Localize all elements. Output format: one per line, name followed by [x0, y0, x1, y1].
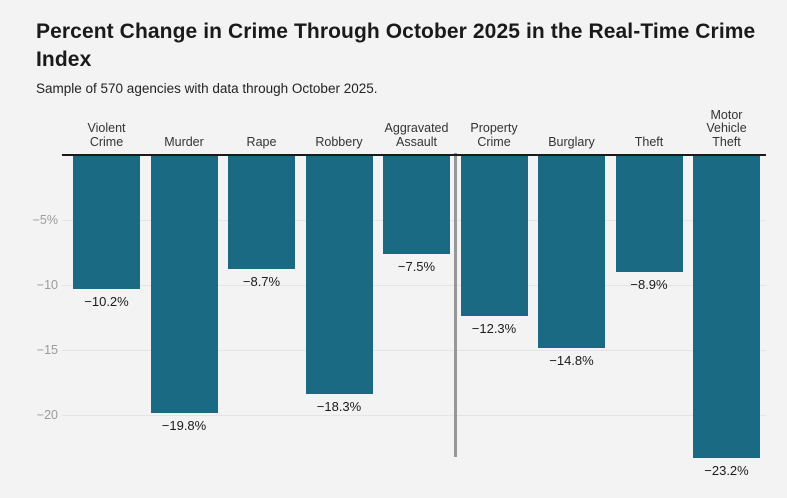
value-label: −7.5%	[397, 258, 436, 274]
crime-group-divider	[453, 153, 457, 457]
category-label-line: Vehicle	[706, 121, 747, 135]
value-label: −23.2%	[704, 462, 749, 478]
value-label: −19.8%	[161, 418, 207, 434]
bar-rape[interactable]	[228, 156, 295, 270]
y-axis-tick-label: −15	[36, 343, 58, 357]
bar-burglary[interactable]	[538, 156, 605, 349]
category-label: Burglary	[517, 134, 627, 150]
value-label: −18.3%	[316, 398, 362, 414]
category-label-line: Assault	[396, 134, 437, 149]
value-label: −10.2%	[84, 293, 129, 309]
category-label: Theft	[594, 134, 704, 150]
y-axis-tick-label: −5%	[32, 213, 58, 227]
value-label: −12.3%	[471, 320, 517, 336]
category-label: Property Crime	[439, 121, 549, 149]
gridline-y-20	[62, 415, 766, 416]
value-label: −8.9%	[630, 276, 668, 292]
category-label-line: Motor	[710, 107, 743, 122]
category-label: Robbery	[284, 134, 394, 150]
gridline-y-15	[62, 350, 766, 351]
category-label-line: Crime	[89, 134, 124, 149]
category-label: Rape	[207, 134, 317, 150]
category-label-line: Murder	[164, 134, 204, 149]
bar-property-crime[interactable]	[460, 156, 528, 316]
bar-murder[interactable]	[150, 156, 218, 414]
category-label: Violent Crime	[52, 121, 162, 149]
value-label: −14.8%	[549, 353, 594, 369]
chart-subtitle: Sample of 570 agencies with data through…	[36, 81, 378, 96]
category-label: Aggravated Assault	[362, 121, 472, 149]
bar-violent-crime[interactable]	[73, 156, 140, 289]
y-axis-tick-label: −10	[36, 278, 58, 292]
category-label-line: Theft	[712, 134, 741, 149]
category-label-line: Property	[470, 121, 518, 135]
gridline-y-10	[62, 285, 766, 286]
bar-aggravated-assault[interactable]	[383, 156, 450, 254]
category-label-line: Aggravated	[384, 121, 449, 135]
value-label: −8.7%	[242, 274, 281, 290]
category-label: Murder	[129, 134, 239, 150]
bar-theft[interactable]	[615, 156, 683, 272]
y-axis-tick-label: −20	[36, 408, 58, 422]
page-title: Percent Change in Crime Through October …	[36, 20, 756, 71]
bar-robbery[interactable]	[305, 156, 373, 394]
x-axis-zero-line	[62, 154, 766, 156]
bar-motor-vehicle-theft[interactable]	[693, 156, 760, 458]
category-label: Motor Vehicle Theft	[672, 107, 782, 150]
category-label-line: Robbery	[315, 134, 363, 149]
category-label-line: Theft	[634, 134, 664, 149]
category-label-line: Violent	[87, 121, 126, 135]
category-label-line: Burglary	[548, 134, 595, 149]
category-label-line: Rape	[246, 134, 277, 149]
category-label-line: Crime	[477, 134, 511, 149]
